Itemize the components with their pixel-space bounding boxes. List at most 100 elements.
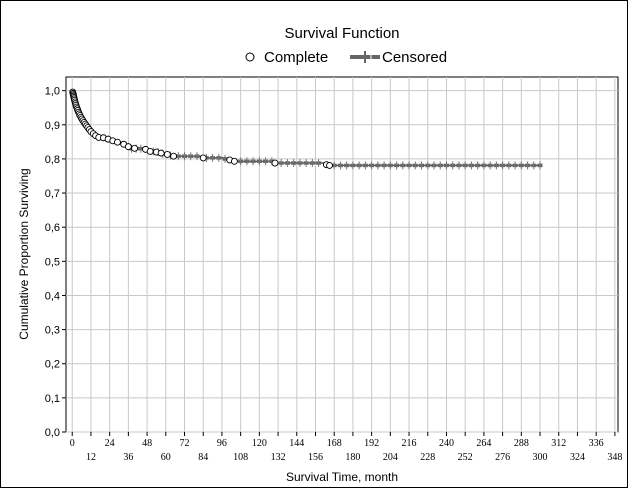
- censored-point: [210, 153, 216, 162]
- censored-point: [481, 161, 487, 170]
- censored-point: [431, 161, 437, 170]
- complete-point: [146, 147, 154, 155]
- survival-step-line: [71, 89, 541, 167]
- y-tick-label: 0,7: [45, 188, 60, 200]
- complete-point: [199, 154, 207, 162]
- censored-point: [400, 161, 406, 170]
- censored-point: [263, 157, 269, 166]
- censored-point: [475, 161, 481, 170]
- complete-point: [114, 138, 121, 146]
- x-tick-label: 168: [327, 438, 342, 449]
- censored-point: [500, 161, 506, 170]
- censored-point: [518, 161, 524, 170]
- grid: [66, 77, 618, 433]
- x-tick-label: 0: [70, 438, 75, 449]
- x-tick-label: 96: [217, 438, 227, 449]
- censored-point: [375, 161, 381, 170]
- censored-point: [443, 161, 449, 170]
- censored-point: [419, 161, 425, 170]
- censored-point: [309, 159, 315, 168]
- x-tick-label: 72: [180, 438, 190, 449]
- legend-censored-marker-icon: [350, 51, 380, 63]
- y-tick-label: 0,3: [45, 325, 60, 337]
- legend-complete-marker-icon: [245, 52, 255, 62]
- legend-censored-label: Censored: [382, 49, 447, 66]
- y-tick-label: 0,8: [45, 154, 60, 166]
- censored-point: [291, 159, 297, 168]
- censored-point: [369, 161, 375, 170]
- x-tick-label: 108: [233, 452, 248, 463]
- x-tick-label: 84: [198, 452, 208, 463]
- x-tick-label: 60: [161, 452, 171, 463]
- censored-point: [297, 159, 303, 168]
- censored-point: [468, 161, 474, 170]
- x-tick-label: 276: [495, 452, 510, 463]
- censored-point: [344, 161, 350, 170]
- y-tick-label: 0,4: [45, 290, 60, 302]
- x-axis: 0 24 48 72 96 120 144 168 192 216 240 264 288 312 336 1…: [70, 432, 622, 463]
- censored-point: [531, 161, 537, 170]
- complete-series: [69, 88, 333, 169]
- plot-area: [65, 76, 619, 433]
- censored-point: [303, 159, 309, 168]
- censored-point: [244, 157, 250, 166]
- x-tick-label: 336: [589, 438, 604, 449]
- censored-point: [450, 161, 456, 170]
- censored-point: [406, 161, 412, 170]
- y-tick-label: 1,0: [45, 86, 60, 98]
- censored-point: [506, 161, 512, 170]
- censored-point: [462, 161, 468, 170]
- censored-point: [387, 161, 393, 170]
- x-tick-label: 144: [289, 438, 304, 449]
- censored-point: [194, 152, 200, 161]
- censored-point: [437, 161, 443, 170]
- censored-point: [216, 153, 222, 162]
- y-tick-label: 0,9: [45, 120, 60, 132]
- censored-point: [337, 161, 343, 170]
- x-tick-label: 300: [533, 452, 548, 463]
- x-tick-label: 240: [439, 438, 454, 449]
- complete-point: [326, 161, 333, 169]
- censored-point: [456, 161, 462, 170]
- censored-point: [537, 161, 543, 170]
- x-axis-label: Survival Time, month: [286, 470, 398, 484]
- x-tick-label: 324: [570, 452, 585, 463]
- x-tick-label: 132: [271, 452, 286, 463]
- censored-point: [356, 161, 362, 170]
- x-tick-label: 180: [345, 452, 360, 463]
- censored-point: [284, 159, 290, 168]
- censored-point: [362, 161, 368, 170]
- x-tick-label: 24: [105, 438, 115, 449]
- censored-point: [256, 157, 262, 166]
- y-tick-label: 0,5: [45, 256, 60, 268]
- censored-point: [412, 161, 418, 170]
- x-tick-label: 264: [476, 438, 491, 449]
- x-tick-label: 48: [142, 438, 152, 449]
- x-tick-label: 348: [607, 452, 622, 463]
- complete-point: [230, 157, 238, 165]
- y-axis: 0,0 0,1 0,2 0,3 0,4 0,5 0,6 0,7 0,8 0,9 1,0: [45, 86, 66, 439]
- x-tick-label: 252: [458, 452, 473, 463]
- y-axis-label: Cumulative Proportion Surviving: [17, 168, 31, 339]
- censored-point: [278, 159, 284, 168]
- censored-point: [250, 157, 256, 166]
- complete-point: [157, 149, 165, 157]
- x-tick-label: 36: [123, 452, 133, 463]
- y-tick-label: 0,1: [45, 393, 60, 405]
- censored-point: [394, 161, 400, 170]
- x-tick-label: 12: [86, 452, 96, 463]
- legend: Complete Censored: [245, 49, 447, 66]
- survival-curve: [71, 89, 541, 167]
- censored-point: [381, 161, 387, 170]
- censored-point: [188, 152, 194, 161]
- x-tick-label: 204: [383, 452, 398, 463]
- censored-point: [316, 159, 322, 168]
- censored-point: [525, 161, 531, 170]
- legend-complete-label: Complete: [264, 49, 328, 66]
- censored-point: [425, 161, 431, 170]
- y-tick-label: 0,0: [45, 427, 60, 439]
- x-tick-label: 228: [420, 452, 435, 463]
- x-tick-label: 192: [364, 438, 379, 449]
